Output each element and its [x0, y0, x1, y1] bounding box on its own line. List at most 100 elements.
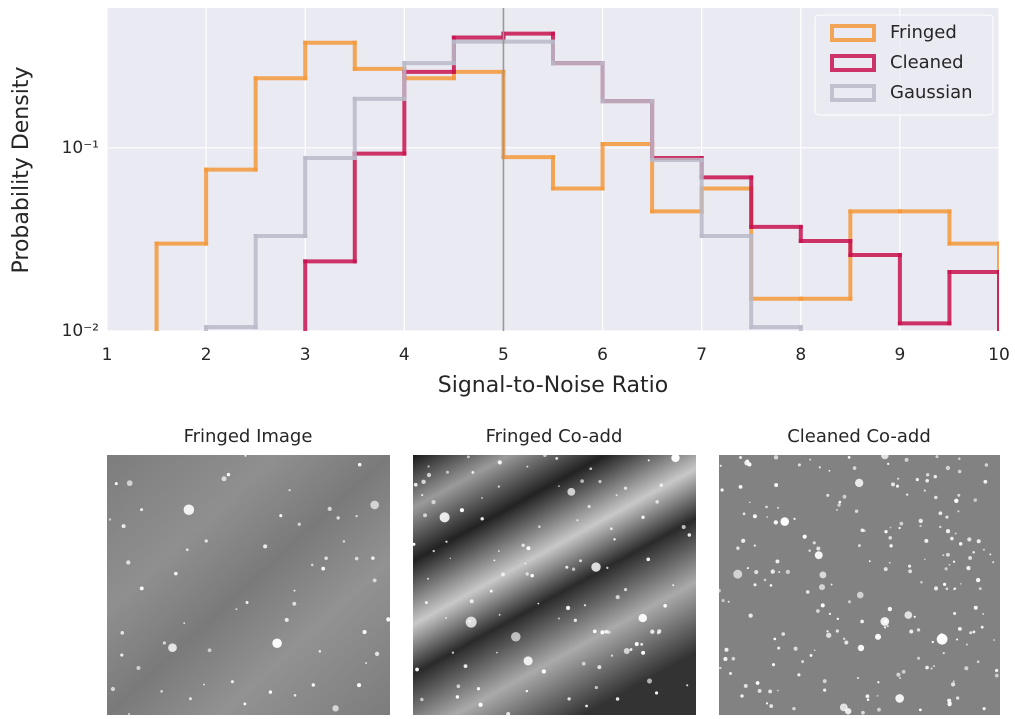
- star: [672, 584, 675, 587]
- star: [740, 694, 744, 698]
- legend-label: Fringed: [890, 22, 957, 43]
- star: [777, 689, 779, 692]
- star: [854, 509, 859, 513]
- star: [769, 704, 774, 708]
- star: [802, 534, 807, 539]
- star: [925, 478, 929, 483]
- star: [293, 589, 296, 592]
- star: [933, 586, 939, 591]
- star: [966, 565, 971, 571]
- star: [945, 552, 950, 557]
- star: [243, 702, 247, 706]
- star: [606, 566, 609, 570]
- star: [883, 567, 888, 572]
- star: [954, 498, 959, 503]
- fringed-image: [107, 455, 390, 715]
- star: [954, 532, 957, 535]
- star: [279, 514, 283, 518]
- star: [565, 605, 571, 611]
- star: [471, 470, 475, 474]
- star: [889, 526, 892, 529]
- star: [976, 539, 981, 544]
- star: [881, 455, 889, 460]
- star: [126, 560, 131, 565]
- star: [571, 567, 576, 571]
- star: [818, 466, 821, 469]
- star: [293, 694, 297, 697]
- star: [579, 559, 582, 563]
- star: [523, 656, 533, 666]
- star: [585, 704, 588, 708]
- star: [525, 572, 529, 576]
- star: [816, 546, 821, 551]
- star: [235, 608, 238, 611]
- star: [842, 637, 846, 641]
- star: [877, 707, 881, 712]
- star: [918, 518, 923, 524]
- star: [592, 629, 597, 634]
- star: [506, 711, 511, 715]
- star: [913, 615, 916, 618]
- star: [591, 562, 601, 572]
- star: [108, 518, 112, 521]
- x-tick-label: 10: [988, 345, 1010, 365]
- star: [957, 469, 962, 474]
- star: [906, 493, 909, 496]
- legend-swatch: [830, 54, 876, 72]
- star: [746, 566, 749, 570]
- star: [332, 705, 339, 712]
- star: [114, 482, 118, 486]
- star: [868, 560, 871, 563]
- star: [355, 515, 358, 518]
- star: [773, 455, 779, 460]
- star: [812, 541, 816, 545]
- star: [942, 651, 945, 655]
- star: [908, 564, 912, 568]
- star: [638, 613, 648, 623]
- star: [836, 617, 840, 621]
- star: [820, 603, 825, 608]
- star: [733, 569, 743, 579]
- star: [640, 642, 644, 646]
- star: [975, 577, 981, 583]
- star: [931, 640, 935, 644]
- star: [739, 456, 742, 459]
- star: [826, 493, 830, 497]
- legend-label: Gaussian: [890, 82, 973, 103]
- star: [855, 478, 864, 488]
- star: [860, 619, 864, 624]
- star: [755, 681, 760, 685]
- star: [816, 609, 820, 613]
- star: [814, 551, 823, 560]
- star: [731, 656, 736, 661]
- star: [354, 556, 359, 561]
- star: [847, 600, 852, 604]
- x-axis-label: Signal-to-Noise Ratio: [438, 373, 668, 398]
- star: [489, 589, 493, 593]
- star: [993, 639, 996, 641]
- x-tick-label: 9: [894, 345, 905, 365]
- star: [785, 569, 790, 575]
- star: [128, 712, 131, 715]
- cleaned-coadd-image: [719, 455, 1000, 715]
- star: [952, 560, 956, 563]
- star: [371, 556, 375, 560]
- star: [413, 482, 418, 487]
- star: [207, 648, 212, 653]
- star: [887, 462, 890, 466]
- star: [493, 559, 496, 562]
- star: [916, 628, 921, 632]
- star: [310, 563, 314, 567]
- star: [268, 690, 273, 694]
- star: [526, 546, 531, 551]
- star: [567, 697, 571, 701]
- star: [884, 529, 888, 534]
- star: [654, 691, 659, 695]
- star: [455, 695, 460, 699]
- star: [813, 649, 816, 652]
- star: [770, 569, 775, 574]
- star: [297, 522, 301, 526]
- star: [624, 588, 628, 592]
- star: [860, 528, 865, 533]
- star: [327, 506, 332, 511]
